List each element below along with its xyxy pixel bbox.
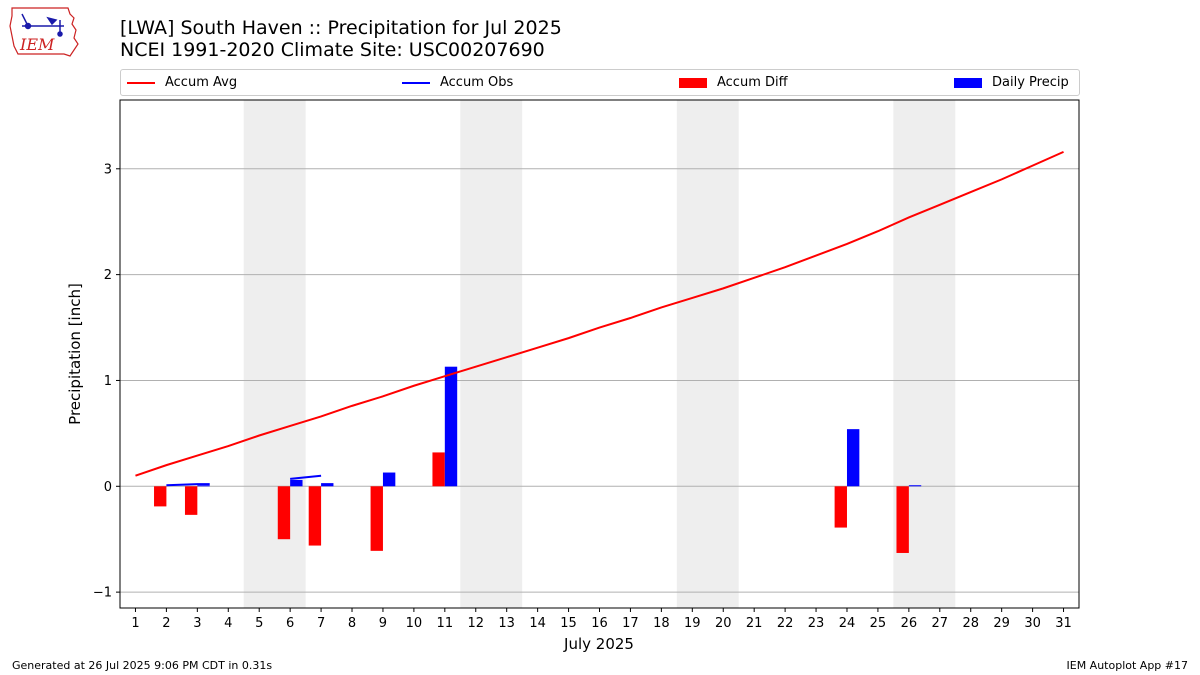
accum-diff-bar-2 (154, 486, 167, 507)
daily-precip-bar-11 (444, 366, 458, 487)
legend-swatch-accum-diff (679, 77, 707, 88)
x-tick-label-18: 18 (653, 616, 670, 631)
generated-timestamp: Generated at 26 Jul 2025 9:06 PM CDT in … (12, 659, 273, 672)
y-tick-label-2: 2 (104, 268, 112, 283)
accum-diff-bar-24 (834, 486, 847, 528)
legend-label-accum-diff: Accum Diff (717, 75, 788, 90)
x-tick-label-1: 1 (131, 616, 139, 631)
y-axis-label: Precipitation [inch] (66, 283, 84, 425)
x-tick-label-13: 13 (498, 616, 515, 631)
x-tick-label-22: 22 (777, 616, 794, 631)
x-tick-label-10: 10 (406, 616, 423, 631)
x-tick-label-31: 31 (1055, 616, 1072, 631)
daily-precip-bar-9 (382, 472, 396, 487)
x-tick-label-26: 26 (901, 616, 918, 631)
daily-precip-bar-7 (321, 483, 334, 487)
x-tick-label-4: 4 (224, 616, 232, 631)
accum-diff-bar-26 (896, 486, 909, 553)
x-tick-label-29: 29 (993, 616, 1010, 631)
iem-logo: IEM (9, 7, 79, 57)
chart-title: [LWA] South Haven :: Precipitation for J… (120, 17, 562, 61)
x-tick-label-9: 9 (379, 616, 387, 631)
legend-item-daily-precip: Daily Precip (954, 74, 1069, 91)
accum-diff-bar-3 (184, 486, 198, 515)
legend-item-accum-obs: Accum Obs (402, 74, 513, 91)
x-tick-label-2: 2 (162, 616, 170, 631)
legend: Accum Avg Accum Obs Accum Diff Daily Pre… (120, 69, 1080, 96)
x-tick-label-11: 11 (437, 616, 454, 631)
x-tick-label-15: 15 (560, 616, 577, 631)
x-tick-label-27: 27 (932, 616, 949, 631)
x-tick-label-7: 7 (317, 616, 325, 631)
daily-precip-bar-6 (290, 479, 303, 487)
legend-item-accum-diff: Accum Diff (679, 74, 788, 91)
app-id: IEM Autoplot App #17 (1066, 659, 1189, 672)
accum-diff-bar-9 (370, 486, 383, 551)
legend-swatch-accum-avg (127, 81, 155, 84)
x-tick-label-24: 24 (839, 616, 856, 631)
legend-label-accum-avg: Accum Avg (165, 75, 238, 90)
accum-obs-line-1 (290, 474, 322, 480)
title-line-1: [LWA] South Haven :: Precipitation for J… (120, 17, 562, 39)
y-tick-label-0: 0 (104, 480, 112, 495)
legend-label-daily-precip: Daily Precip (992, 75, 1069, 90)
x-tick-label-12: 12 (467, 616, 484, 631)
x-tick-label-17: 17 (622, 616, 639, 631)
x-tick-label-16: 16 (591, 616, 608, 631)
legend-label-accum-obs: Accum Obs (440, 75, 514, 90)
x-tick-label-20: 20 (715, 616, 732, 631)
x-tick-label-19: 19 (684, 616, 701, 631)
x-tick-label-21: 21 (746, 616, 763, 631)
daily-precip-bar-24 (846, 429, 860, 487)
accum-diff-bar-11 (432, 452, 445, 487)
x-tick-label-6: 6 (286, 616, 294, 631)
y-tick-label-3: 3 (104, 162, 112, 177)
x-tick-label-25: 25 (870, 616, 887, 631)
x-tick-label-28: 28 (962, 616, 979, 631)
x-axis-label: July 2025 (563, 635, 634, 653)
daily-precip-bar-26 (908, 485, 922, 487)
weekend-shade-1 (460, 100, 523, 608)
daily-precip-bar-3 (197, 485, 210, 487)
accum-obs-line-0 (166, 483, 210, 487)
x-tick-label-23: 23 (808, 616, 825, 631)
x-tick-label-14: 14 (529, 616, 546, 631)
x-tick-label-5: 5 (255, 616, 263, 631)
x-tick-label-30: 30 (1024, 616, 1041, 631)
y-tick-label-1: 1 (104, 374, 112, 389)
legend-swatch-accum-obs (402, 81, 430, 84)
logo-text: IEM (19, 35, 55, 54)
accum-avg-line (135, 150, 1064, 477)
legend-swatch-daily-precip (954, 77, 982, 88)
title-line-2: NCEI 1991-2020 Climate Site: USC00207690 (120, 39, 545, 61)
legend-item-accum-avg: Accum Avg (127, 74, 237, 91)
x-tick-label-8: 8 (348, 616, 356, 631)
weekend-shade-0 (243, 100, 306, 608)
accum-diff-bar-7 (308, 486, 322, 546)
weekend-shade-2 (676, 100, 739, 608)
x-tick-label-3: 3 (193, 616, 201, 631)
accum-diff-bar-6 (277, 486, 291, 540)
y-tick-label--1: −1 (93, 586, 112, 601)
